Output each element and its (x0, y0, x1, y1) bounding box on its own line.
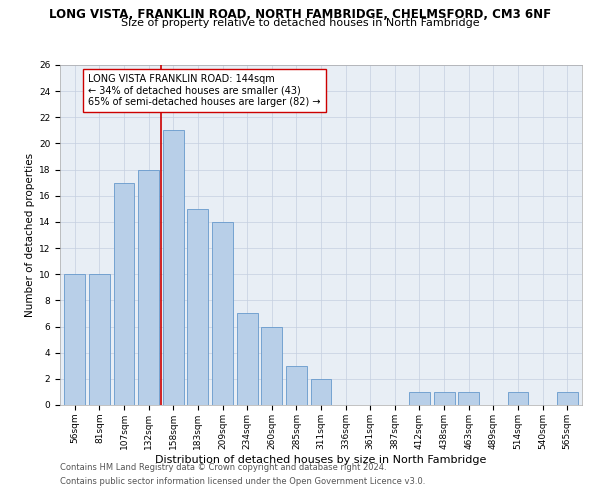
X-axis label: Distribution of detached houses by size in North Fambridge: Distribution of detached houses by size … (155, 454, 487, 464)
Bar (64, 274, 85, 405)
Bar (212, 222, 233, 405)
Bar (163, 130, 184, 405)
Bar (89, 274, 110, 405)
Text: LONG VISTA, FRANKLIN ROAD, NORTH FAMBRIDGE, CHELMSFORD, CM3 6NF: LONG VISTA, FRANKLIN ROAD, NORTH FAMBRID… (49, 8, 551, 20)
Bar (409, 392, 430, 405)
Bar (286, 366, 307, 405)
Bar (508, 392, 529, 405)
Bar (113, 182, 134, 405)
Bar (187, 209, 208, 405)
Bar (236, 314, 257, 405)
Y-axis label: Number of detached properties: Number of detached properties (25, 153, 35, 317)
Text: Size of property relative to detached houses in North Fambridge: Size of property relative to detached ho… (121, 18, 479, 28)
Bar (261, 326, 282, 405)
Text: Contains HM Land Registry data © Crown copyright and database right 2024.: Contains HM Land Registry data © Crown c… (60, 464, 386, 472)
Bar (434, 392, 455, 405)
Bar (311, 379, 331, 405)
Bar (458, 392, 479, 405)
Text: Contains public sector information licensed under the Open Government Licence v3: Contains public sector information licen… (60, 477, 425, 486)
Bar (557, 392, 578, 405)
Text: LONG VISTA FRANKLIN ROAD: 144sqm
← 34% of detached houses are smaller (43)
65% o: LONG VISTA FRANKLIN ROAD: 144sqm ← 34% o… (88, 74, 321, 108)
Bar (138, 170, 159, 405)
